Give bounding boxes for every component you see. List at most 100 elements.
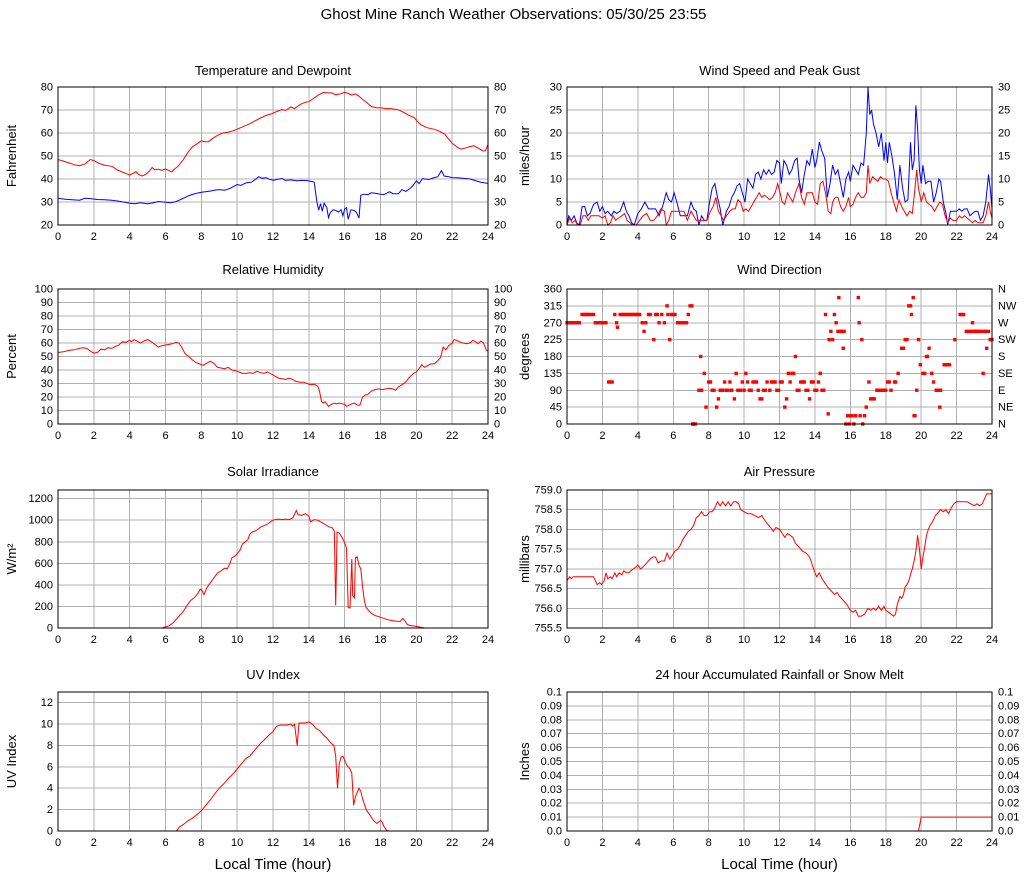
svg-text:100: 100 — [494, 284, 512, 296]
svg-text:6: 6 — [162, 430, 168, 442]
svg-text:0.1: 0.1 — [547, 687, 562, 699]
svg-text:50: 50 — [41, 151, 53, 163]
svg-text:8: 8 — [198, 430, 204, 442]
svg-text:360: 360 — [544, 284, 562, 296]
svg-text:18: 18 — [374, 837, 386, 849]
svg-text:14: 14 — [303, 634, 315, 646]
svg-text:18: 18 — [880, 430, 892, 442]
svg-text:758.5: 758.5 — [534, 504, 562, 516]
svg-text:20: 20 — [494, 220, 506, 232]
svg-text:0.07: 0.07 — [541, 728, 562, 740]
svg-text:20: 20 — [915, 430, 927, 442]
svg-text:80: 80 — [494, 311, 506, 323]
svg-text:10: 10 — [41, 405, 53, 417]
svg-text:14: 14 — [809, 231, 821, 243]
svg-text:16: 16 — [844, 430, 856, 442]
svg-text:756.0: 756.0 — [534, 603, 562, 615]
svg-text:10: 10 — [231, 837, 243, 849]
svg-text:12: 12 — [267, 837, 279, 849]
chart-wind-direction: Wind Direction 0 N 45 NE 90 E 135 SE 180 S 225 SW 270… — [513, 258, 1027, 462]
svg-text:0.06: 0.06 — [998, 742, 1019, 754]
svg-text:0.05: 0.05 — [998, 756, 1019, 768]
svg-text:20: 20 — [915, 231, 927, 243]
svg-text:6: 6 — [162, 634, 168, 646]
svg-text:60: 60 — [41, 128, 53, 140]
page-title: Ghost Mine Ranch Weather Observations: 0… — [320, 6, 707, 23]
svg-text:18: 18 — [374, 634, 386, 646]
svg-text:NE: NE — [998, 402, 1013, 414]
svg-text:0.01: 0.01 — [541, 812, 562, 824]
svg-text:0: 0 — [998, 220, 1004, 232]
svg-text:18: 18 — [880, 634, 892, 646]
svg-text:0: 0 — [47, 623, 53, 635]
svg-text:14: 14 — [303, 430, 315, 442]
svg-text:18: 18 — [374, 430, 386, 442]
svg-text:50: 50 — [494, 351, 506, 363]
svg-text:4: 4 — [635, 634, 641, 646]
svg-text:800: 800 — [35, 536, 53, 548]
y-axis-label: Percent — [4, 334, 19, 379]
svg-text:0: 0 — [564, 430, 570, 442]
svg-text:4: 4 — [635, 837, 641, 849]
svg-text:80: 80 — [41, 82, 53, 94]
svg-text:10: 10 — [738, 634, 750, 646]
chart-wind-speed-gust: Wind Speed and Peak Gust 0 0 5 5 10 10 15 15 20 20… — [513, 55, 1027, 258]
svg-text:0: 0 — [494, 419, 500, 431]
chart-title: Air Pressure — [744, 464, 816, 479]
chart-solar-irradiance: Solar Irradiance 0 200 400 600 800 1000 1200 0 2 4… — [0, 462, 514, 666]
svg-text:16: 16 — [339, 634, 351, 646]
svg-text:16: 16 — [339, 231, 351, 243]
svg-text:2: 2 — [599, 837, 605, 849]
chart-canvas-air-pressure: Air Pressure 755.5 756.0 756.5 757.0 757.5 758… — [517, 464, 998, 646]
svg-text:6: 6 — [162, 837, 168, 849]
svg-text:E: E — [998, 385, 1005, 397]
svg-text:80: 80 — [494, 82, 506, 94]
svg-text:15: 15 — [550, 151, 562, 163]
svg-text:0.02: 0.02 — [541, 798, 562, 810]
chart-title: UV Index — [246, 667, 300, 682]
svg-text:12: 12 — [41, 697, 53, 709]
y-axis-label: degrees — [517, 333, 532, 380]
svg-text:40: 40 — [41, 174, 53, 186]
svg-text:20: 20 — [998, 128, 1010, 140]
svg-text:0.04: 0.04 — [998, 770, 1019, 782]
svg-text:0: 0 — [556, 220, 562, 232]
chart-title: 24 hour Accumulated Rainfall or Snow Mel… — [655, 667, 904, 682]
svg-text:8: 8 — [198, 837, 204, 849]
chart-title: Relative Humidity — [222, 262, 324, 277]
svg-text:10: 10 — [231, 231, 243, 243]
svg-text:16: 16 — [339, 837, 351, 849]
svg-text:90: 90 — [550, 385, 562, 397]
svg-text:8: 8 — [198, 231, 204, 243]
svg-text:10: 10 — [41, 719, 53, 731]
svg-text:22: 22 — [950, 634, 962, 646]
svg-text:20: 20 — [410, 837, 422, 849]
svg-text:25: 25 — [998, 105, 1010, 117]
chart-rainfall: 24 hour Accumulated Rainfall or Snow Mel… — [513, 666, 1027, 878]
y-axis-label: millibars — [517, 535, 532, 583]
svg-text:12: 12 — [267, 231, 279, 243]
svg-text:20: 20 — [41, 220, 53, 232]
x-axis-label: Local Time (hour) — [721, 856, 838, 873]
svg-text:0: 0 — [564, 837, 570, 849]
svg-text:200: 200 — [35, 601, 53, 613]
svg-text:5: 5 — [556, 197, 562, 209]
svg-text:758.0: 758.0 — [534, 524, 562, 536]
svg-text:0.07: 0.07 — [998, 728, 1019, 740]
svg-text:12: 12 — [773, 634, 785, 646]
chart-title: Wind Speed and Peak Gust — [699, 63, 860, 78]
chart-uv-index: UV Index 0 2 4 6 8 10 12 0 2 4 6 8 10 12 14 16 18 20 22 24 UV… — [0, 666, 514, 878]
svg-text:2: 2 — [599, 231, 605, 243]
svg-text:0: 0 — [556, 419, 562, 431]
svg-text:8: 8 — [198, 634, 204, 646]
svg-text:270: 270 — [544, 317, 562, 329]
svg-text:10: 10 — [550, 174, 562, 186]
svg-text:0: 0 — [55, 837, 61, 849]
svg-text:4: 4 — [47, 783, 53, 795]
